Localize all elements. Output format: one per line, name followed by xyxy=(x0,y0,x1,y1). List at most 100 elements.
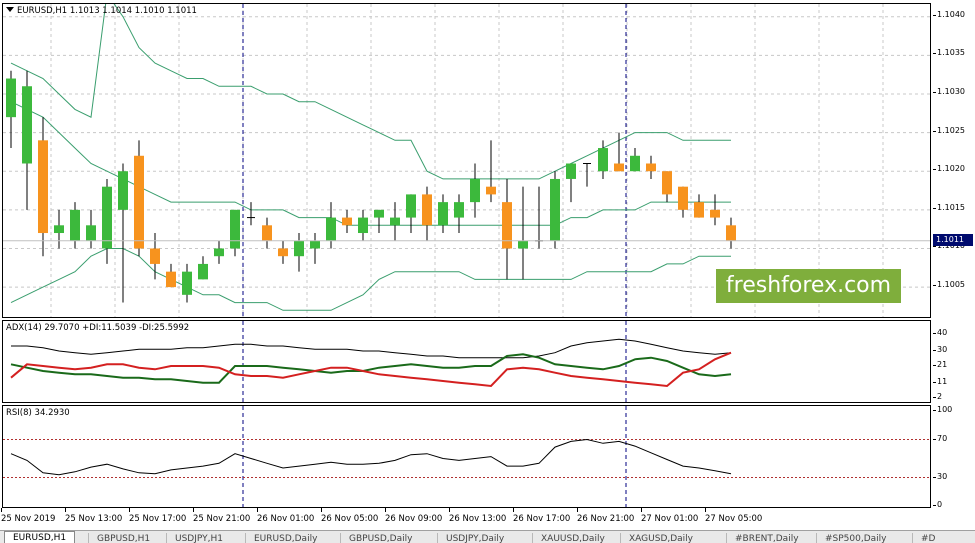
candle-body xyxy=(358,217,368,234)
chart-tab[interactable]: USDJPY,H1 xyxy=(166,533,231,543)
candle[interactable] xyxy=(86,209,96,249)
candle-body xyxy=(342,217,352,226)
candle[interactable] xyxy=(118,163,128,303)
candle-body xyxy=(118,171,128,210)
candle-body xyxy=(326,217,336,241)
chart-tab[interactable]: #SP500,Daily xyxy=(816,533,895,543)
rsi-chart[interactable] xyxy=(3,406,931,508)
bollinger-upper-line xyxy=(10,4,731,180)
candle-body xyxy=(262,225,272,241)
chart-tab[interactable]: EURUSD,Daily xyxy=(245,533,325,543)
candle[interactable] xyxy=(262,217,272,249)
candle[interactable] xyxy=(374,209,384,234)
candle[interactable] xyxy=(310,233,320,264)
candle[interactable] xyxy=(182,263,192,303)
price-axis[interactable]: 1.1040 1.1035 1.1030 1.1025 1.1020 1.1015 1.10… xyxy=(933,3,975,318)
candle[interactable] xyxy=(535,186,543,249)
candle[interactable] xyxy=(247,202,255,226)
candle[interactable] xyxy=(438,194,448,234)
candle-body xyxy=(438,202,448,226)
chart-tab[interactable]: XAUUSD,Daily xyxy=(532,533,613,543)
candle[interactable] xyxy=(214,240,224,264)
candle-body xyxy=(198,263,208,280)
rsi-pane[interactable]: RSI(8) 34.2930 xyxy=(2,405,931,508)
candle-body xyxy=(406,194,416,218)
candle[interactable] xyxy=(102,178,112,264)
candle[interactable] xyxy=(166,263,176,288)
candle-body xyxy=(214,248,224,257)
candle-body xyxy=(566,163,576,179)
candle[interactable] xyxy=(422,186,432,241)
candle[interactable] xyxy=(198,256,208,280)
bollinger-lower-line xyxy=(10,248,731,311)
candle[interactable] xyxy=(134,140,144,257)
candle[interactable] xyxy=(710,194,720,226)
candle-body xyxy=(6,78,16,118)
adx-axis: 40 30 21 11 2 xyxy=(932,320,975,403)
candle[interactable] xyxy=(694,194,704,218)
rsi-tick-label: 100 xyxy=(932,405,953,414)
chart-tab[interactable]: XAGUSD,Daily xyxy=(620,533,701,543)
candle[interactable] xyxy=(583,163,591,187)
chart-tab[interactable]: USDJPY,Daily xyxy=(437,533,512,543)
time-tick-label: 25 Nov 17:00 xyxy=(129,508,187,524)
chart-tab[interactable]: EURUSD,H1 xyxy=(4,531,76,543)
candle[interactable] xyxy=(726,217,736,249)
candle[interactable] xyxy=(6,70,16,149)
price-tick-label: 1.1015 xyxy=(933,202,965,212)
candle[interactable] xyxy=(566,163,576,203)
candle[interactable] xyxy=(630,148,640,172)
candle[interactable] xyxy=(22,70,32,210)
chart-tab[interactable]: GBPUSD,H1 xyxy=(88,533,158,543)
chart-tab[interactable]: #D xyxy=(912,533,943,543)
candle[interactable] xyxy=(406,194,416,234)
candle-body xyxy=(38,140,48,234)
candle-body xyxy=(726,225,736,241)
chart-tab[interactable]: #BRENT,Daily xyxy=(726,533,807,543)
chart-tab[interactable]: GBPUSD,Daily xyxy=(340,533,420,543)
candle[interactable] xyxy=(598,140,608,179)
candle[interactable] xyxy=(390,202,400,241)
candle[interactable] xyxy=(470,163,480,218)
candle[interactable] xyxy=(662,171,672,203)
candle[interactable] xyxy=(150,233,160,280)
candle[interactable] xyxy=(486,140,496,203)
candle-body xyxy=(166,271,176,288)
adx-pane[interactable]: ADX(14) 29.7070 +DI:11.5039 -DI:25.5992 xyxy=(2,320,931,403)
time-tick-label: 26 Nov 01:00 xyxy=(257,508,315,524)
rsi-tick-label: 70 xyxy=(932,433,948,443)
candle-body xyxy=(150,248,160,264)
price-tick-label: 1.1005 xyxy=(933,280,965,290)
candle[interactable] xyxy=(342,209,352,234)
adx-series-line xyxy=(11,338,732,359)
candle[interactable] xyxy=(326,202,336,249)
candle[interactable] xyxy=(678,186,688,218)
candle[interactable] xyxy=(358,209,368,241)
time-tick-label: 27 Nov 05:00 xyxy=(705,508,763,524)
candle[interactable] xyxy=(230,209,240,257)
candle[interactable] xyxy=(38,117,48,257)
candle-body xyxy=(86,225,96,241)
price-tick-label: 1.1030 xyxy=(933,86,965,96)
symbol-header-text: EURUSD,H1 1.1013 1.1014 1.1010 1.1011 xyxy=(17,6,197,16)
candle[interactable] xyxy=(502,178,512,280)
candle[interactable] xyxy=(454,194,464,234)
candle[interactable] xyxy=(646,155,656,179)
candlestick-chart[interactable] xyxy=(3,4,931,318)
candle[interactable] xyxy=(54,209,64,249)
candle[interactable] xyxy=(550,171,560,249)
candle[interactable] xyxy=(518,186,528,280)
adx-label: ADX(14) 29.7070 +DI:11.5039 -DI:25.5992 xyxy=(6,323,190,333)
price-chart-pane[interactable]: EURUSD,H1 1.1013 1.1014 1.1010 1.1011 fr… xyxy=(2,3,931,318)
candle-body xyxy=(630,155,640,172)
candle[interactable] xyxy=(294,233,304,272)
dropdown-triangle-icon[interactable] xyxy=(6,7,14,12)
candle[interactable] xyxy=(278,240,288,264)
adx-chart[interactable] xyxy=(3,321,931,403)
time-tick-label: 26 Nov 21:00 xyxy=(577,508,635,524)
adx-tick-label: 40 xyxy=(932,328,948,338)
adx-tick-label: 2 xyxy=(932,391,943,401)
candle[interactable] xyxy=(70,202,80,249)
candle[interactable] xyxy=(614,132,624,172)
